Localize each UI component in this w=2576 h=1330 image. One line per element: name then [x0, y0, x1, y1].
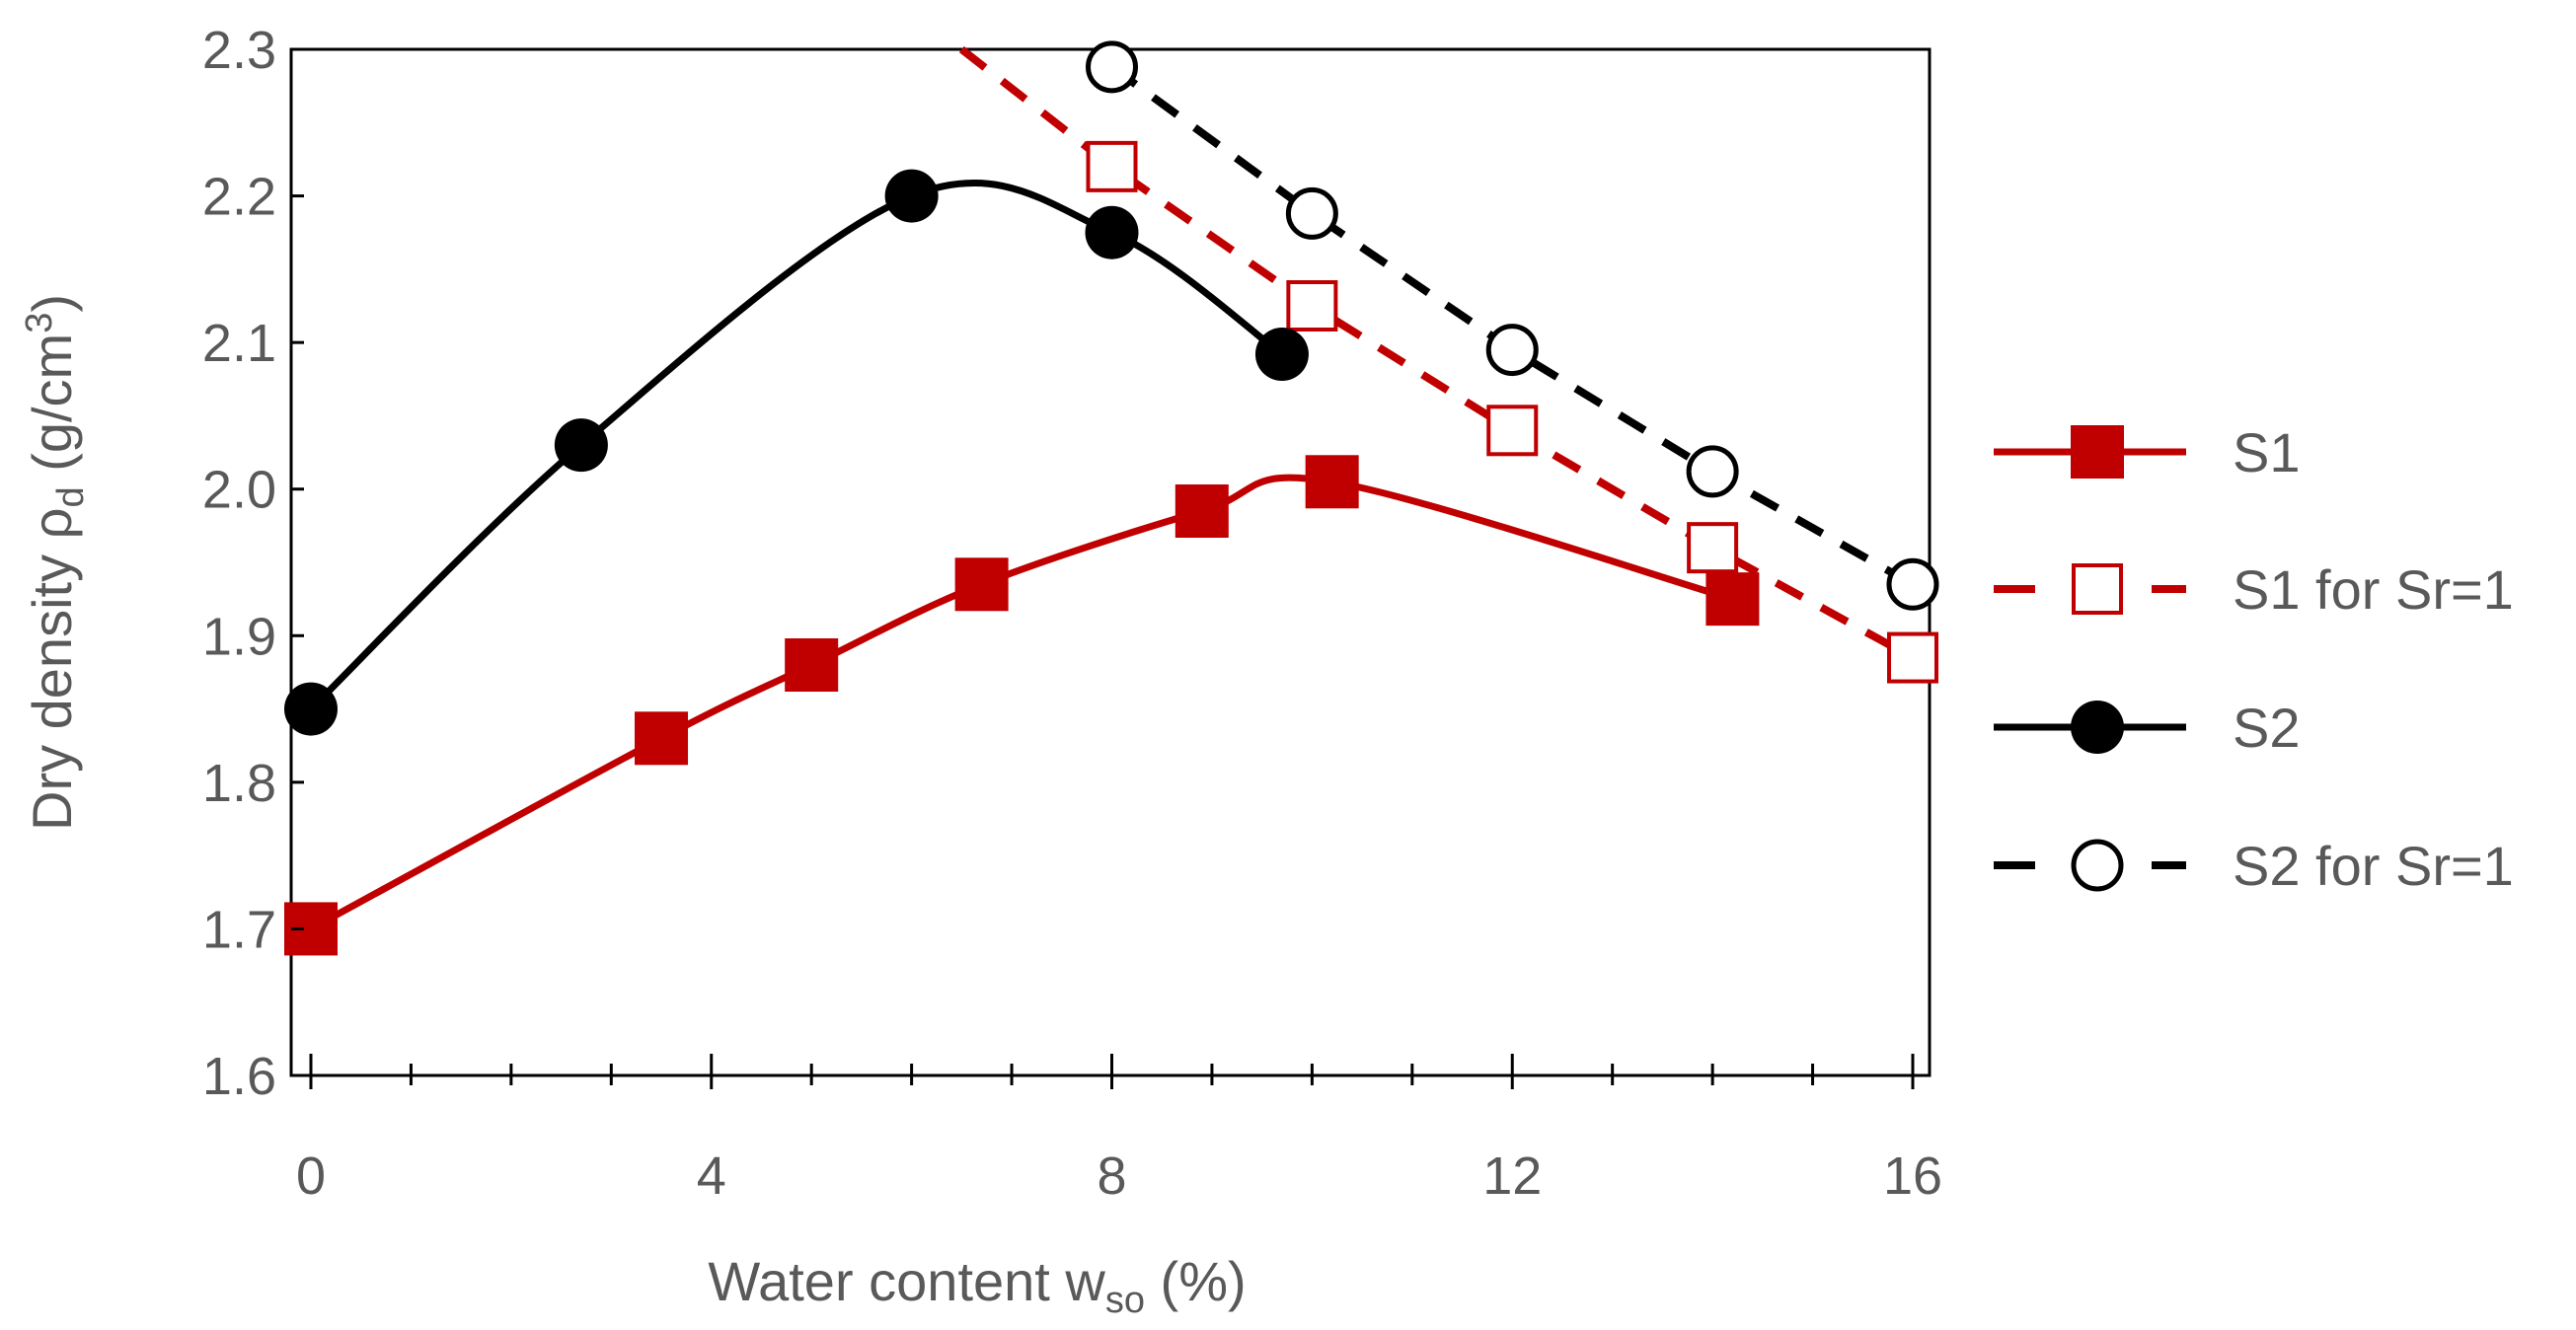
y-tick-label: 1.7 — [202, 900, 276, 959]
y-tick-label: 2.2 — [202, 168, 276, 227]
legend-label: S1 — [2233, 421, 2301, 483]
x-axis-title: Water content wso (%) — [708, 1250, 1246, 1321]
data-point — [1687, 522, 1739, 574]
series-layer — [284, 40, 1939, 956]
x-tick-label: 0 — [296, 1146, 326, 1206]
y-axis-title-main: Dry density ρ — [21, 508, 83, 832]
legend-item: S2 for Sr=1 — [1994, 835, 2514, 897]
data-point — [884, 169, 939, 223]
axis-layer: 1.6 1.7 1.8 1.9 2.0 2.1 2.2 2.3 0 4 8 12 16 — [202, 21, 1942, 1206]
y-tick-label: 1.6 — [202, 1047, 276, 1106]
plot-area — [289, 47, 1932, 1077]
data-point — [1285, 186, 1338, 240]
data-point — [1705, 572, 1760, 627]
data-point — [1086, 140, 1138, 192]
y-axis-title-mid: (g/cm — [21, 333, 83, 487]
x-axis-title-sub: so — [1105, 1280, 1145, 1321]
y-tick-label: 1.8 — [202, 754, 276, 813]
data-point — [1486, 405, 1539, 457]
x-tick-label: 16 — [1883, 1146, 1942, 1206]
y-axis-title-sub: d — [50, 486, 92, 507]
data-point — [284, 682, 338, 736]
x-axis-title-main: Water content w — [708, 1250, 1105, 1312]
data-point — [1686, 445, 1739, 498]
data-point — [1887, 631, 1938, 684]
series-s1-for-sr-1 — [958, 45, 1938, 684]
y-axis-title: Dry density ρd (g/cm3) — [19, 294, 92, 831]
data-point — [1886, 557, 1939, 611]
data-point — [1305, 455, 1359, 509]
data-point — [1174, 484, 1229, 538]
legend-marker — [2071, 425, 2124, 479]
legend-item: S1 — [1994, 421, 2301, 483]
y-tick-label: 2.0 — [202, 461, 276, 520]
series-s2 — [284, 169, 1309, 736]
series-s2-for-sr-1 — [1086, 40, 1939, 611]
legend-label: S2 for Sr=1 — [2233, 835, 2514, 897]
legend: S1 S1 for Sr=1 S2 S2 for Sr=1 — [1994, 421, 2514, 897]
series-s1 — [284, 455, 1760, 956]
x-tick-label: 4 — [697, 1146, 726, 1206]
data-point — [1254, 328, 1309, 382]
y-tick-label: 1.9 — [202, 607, 276, 666]
legend-marker — [2072, 563, 2123, 615]
data-point — [785, 638, 839, 692]
y-tick-label: 2.1 — [202, 314, 276, 373]
x-axis-title-suffix: (%) — [1145, 1250, 1247, 1312]
series-line — [308, 179, 1284, 712]
data-point — [1085, 205, 1139, 259]
legend-marker — [2071, 839, 2124, 892]
legend-label: S1 for Sr=1 — [2233, 558, 2514, 621]
data-point — [954, 557, 1009, 612]
data-point — [1086, 40, 1138, 94]
y-axis-title-sup: 3 — [19, 313, 60, 333]
data-point — [554, 418, 608, 473]
y-axis-title-suffix: ) — [21, 294, 83, 313]
data-point — [1485, 324, 1539, 377]
legend-label: S2 — [2233, 697, 2301, 759]
data-point — [635, 711, 689, 766]
data-point — [1286, 280, 1338, 332]
x-tick-label: 8 — [1097, 1146, 1126, 1206]
x-tick-label: 12 — [1482, 1146, 1542, 1206]
legend-item: S2 — [1994, 697, 2301, 759]
y-tick-label: 2.3 — [202, 21, 276, 80]
legend-item: S1 for Sr=1 — [1994, 558, 2514, 621]
legend-marker — [2071, 701, 2124, 754]
